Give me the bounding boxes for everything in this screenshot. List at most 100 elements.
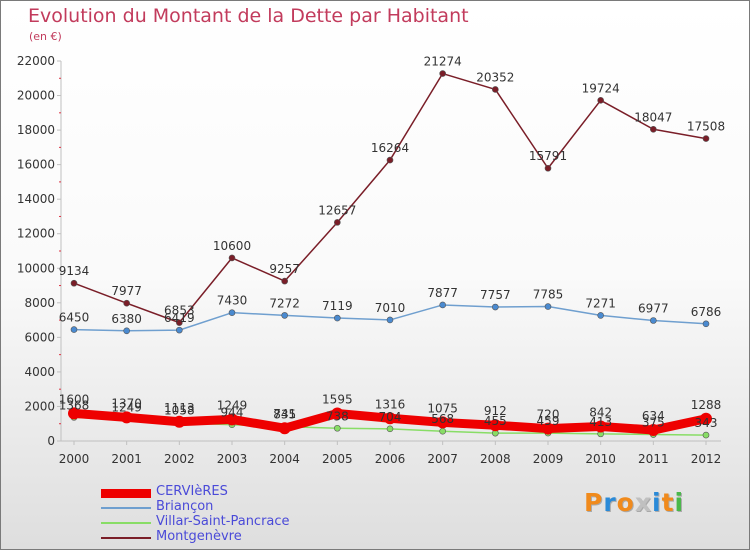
data-point-briancon [228, 309, 236, 316]
data-point-cervieres [594, 420, 607, 433]
data-label-villar-saint-pancrace: 1058 [164, 404, 195, 418]
logo-letter: r [603, 488, 617, 517]
legend-label-cervieres: CERVIèRES [156, 484, 228, 499]
data-label-villar-saint-pancrace: 1249 [111, 400, 142, 414]
data-point-villar-saint-pancrace [439, 427, 446, 435]
data-label-briancon: 6380 [111, 312, 142, 326]
data-label-cervieres: 1600 [59, 392, 90, 406]
data-point-briancon [334, 314, 341, 322]
data-point-montgenevre [702, 135, 710, 142]
data-point-briancon [544, 303, 552, 310]
x-tick-label: 2005 [322, 452, 353, 466]
data-label-montgenevre: 6853 [164, 304, 195, 318]
data-label-villar-saint-pancrace: 413 [589, 415, 612, 429]
data-label-briancon: 6786 [691, 305, 722, 319]
x-tick-label: 2011 [638, 452, 669, 466]
x-tick-label: 2003 [217, 452, 248, 466]
data-label-montgenevre: 20352 [476, 70, 514, 84]
data-label-cervieres: 1288 [691, 398, 722, 412]
logo-letter: x [634, 488, 652, 517]
data-label-cervieres: 1595 [322, 392, 353, 406]
data-point-cervieres [173, 415, 186, 428]
data-label-villar-saint-pancrace: 738 [326, 409, 349, 423]
data-label-villar-saint-pancrace: 455 [484, 414, 507, 428]
data-label-montgenevre: 19724 [582, 81, 620, 95]
x-tick-label: 2006 [375, 452, 406, 466]
y-tick-label: 8000 [24, 296, 55, 310]
y-tick-label: 18000 [17, 123, 55, 137]
legend-label-briancon: Briançon [156, 499, 214, 514]
data-label-cervieres: 741 [273, 407, 296, 421]
x-tick-label: 2001 [111, 452, 142, 466]
data-label-villar-saint-pancrace: 459 [537, 414, 560, 428]
data-point-villar-saint-pancrace [334, 424, 341, 432]
data-point-montgenevre [334, 219, 341, 226]
y-tick-label: 4000 [24, 365, 55, 379]
data-label-briancon: 7119 [322, 299, 353, 313]
data-label-briancon: 7877 [427, 286, 458, 300]
data-point-briancon [439, 301, 446, 309]
x-tick-label: 2002 [164, 452, 195, 466]
y-tick-label: 12000 [17, 227, 55, 241]
y-tick-label: 10000 [17, 261, 55, 275]
data-label-briancon: 7785 [533, 288, 564, 302]
data-point-cervieres [68, 407, 80, 420]
data-point-briancon [492, 303, 499, 311]
data-point-cervieres [384, 412, 396, 425]
data-label-briancon: 7430 [217, 294, 248, 308]
data-label-cervieres: 1370 [111, 396, 142, 410]
data-point-villar-saint-pancrace [702, 431, 710, 439]
data-point-montgenevre [650, 125, 657, 133]
x-tick-label: 2007 [427, 452, 458, 466]
legend-label-villar-saint-pancrace: Villar-Saint-Pancrace [156, 514, 290, 529]
data-point-cervieres [331, 407, 344, 420]
data-label-montgenevre: 16264 [371, 141, 409, 155]
y-tick-label: 14000 [17, 192, 55, 206]
data-point-briancon [702, 320, 710, 328]
data-point-cervieres [226, 413, 238, 426]
data-label-briancon: 7010 [375, 301, 406, 315]
data-label-cervieres: 1316 [375, 397, 406, 411]
chart-unit-label: (en €) [29, 30, 62, 43]
y-tick-label: 16000 [17, 158, 55, 172]
data-point-montgenevre [597, 97, 604, 104]
y-tick-label: 2000 [24, 399, 55, 413]
data-label-montgenevre: 9134 [59, 264, 90, 278]
series-line-montgenevre [73, 72, 707, 324]
data-label-cervieres: 1249 [217, 398, 248, 412]
x-tick-label: 2008 [480, 452, 511, 466]
data-point-briancon [123, 327, 130, 335]
y-tick-label: 0 [47, 434, 55, 448]
data-label-montgenevre: 7977 [111, 284, 142, 298]
data-point-montgenevre [386, 156, 394, 164]
data-point-briancon [597, 312, 604, 319]
data-point-montgenevre [281, 277, 288, 285]
data-point-montgenevre [70, 279, 78, 287]
data-point-briancon [281, 312, 288, 319]
y-tick-label: 6000 [24, 330, 55, 344]
data-label-montgenevre: 9257 [269, 262, 300, 276]
data-label-briancon: 6977 [638, 301, 669, 315]
data-point-montgenevre [544, 164, 552, 172]
logo-letter: P [584, 488, 604, 517]
data-label-montgenevre: 10600 [213, 239, 251, 253]
data-label-briancon: 7271 [585, 296, 616, 310]
x-tick-label: 2000 [59, 452, 90, 466]
data-label-villar-saint-pancrace: 835 [273, 408, 296, 422]
data-point-montgenevre [228, 254, 236, 262]
data-point-briancon [176, 326, 183, 334]
data-point-montgenevre [439, 70, 446, 77]
legend-swatch-cervieres [101, 488, 151, 498]
x-tick-label: 2010 [585, 452, 616, 466]
data-label-briancon: 6419 [164, 311, 195, 325]
data-point-villar-saint-pancrace [386, 425, 394, 433]
logo-letter: t [661, 488, 675, 517]
data-point-cervieres [278, 422, 291, 435]
data-label-montgenevre: 15791 [529, 149, 567, 163]
data-label-cervieres: 1075 [427, 401, 458, 415]
x-tick-label: 2009 [533, 452, 564, 466]
data-label-briancon: 6450 [59, 311, 90, 325]
data-point-briancon [386, 316, 394, 324]
data-label-montgenevre: 12657 [318, 203, 356, 217]
